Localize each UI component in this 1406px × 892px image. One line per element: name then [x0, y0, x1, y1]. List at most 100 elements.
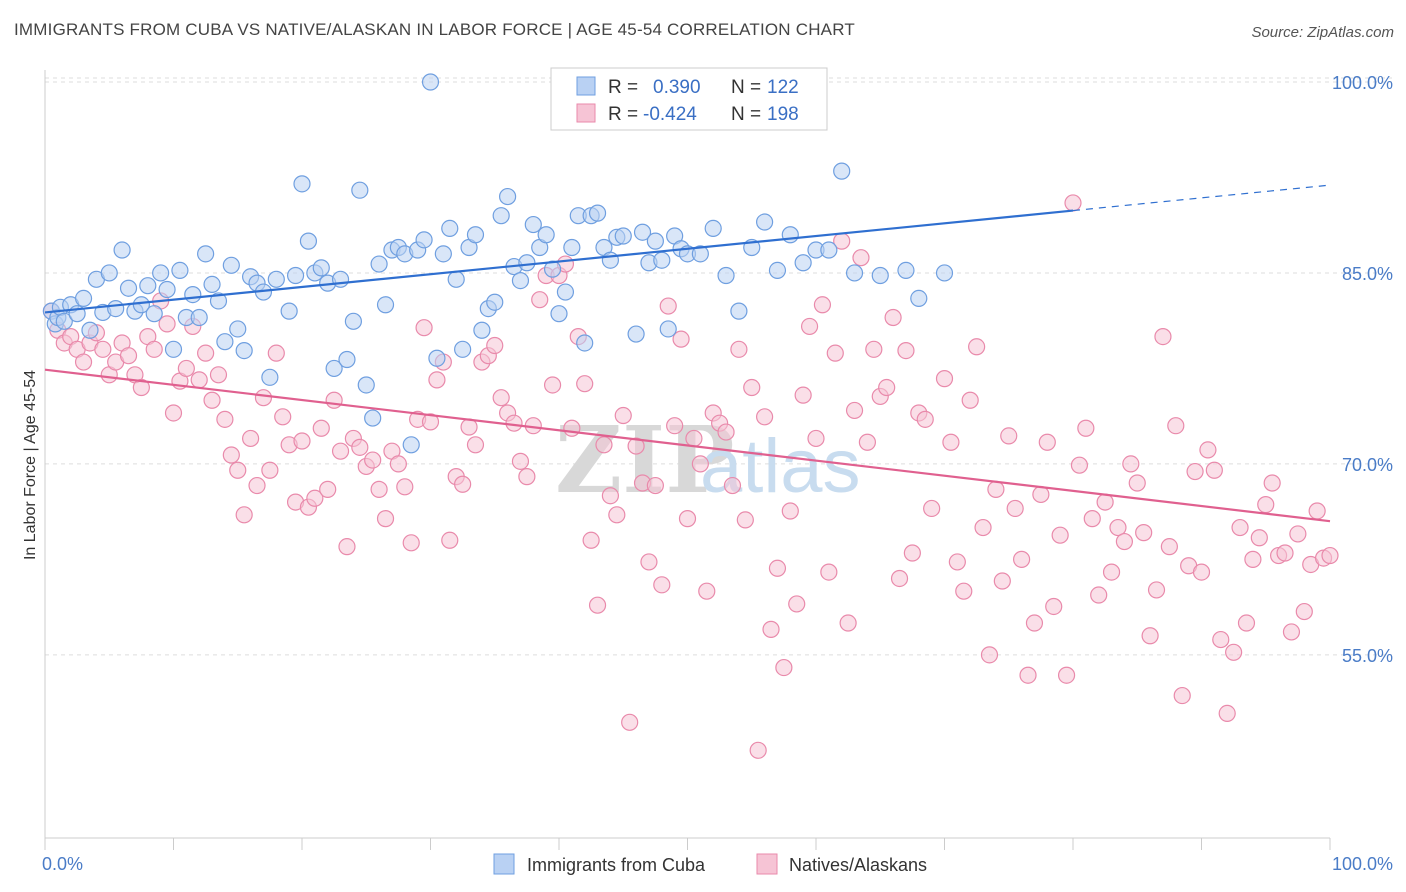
cuba-point-24	[184, 285, 202, 304]
natives-point-158	[1064, 194, 1082, 212]
natives-point-111	[755, 408, 774, 426]
cuba-point-40	[293, 175, 311, 193]
cuba-point-106	[768, 261, 787, 280]
y-tick-label-0: 55.0%	[1342, 646, 1393, 666]
cuba-point-26	[197, 245, 215, 263]
natives-point-126	[852, 249, 870, 267]
natives-point-194	[1295, 602, 1313, 621]
natives-point-150	[1012, 550, 1031, 568]
legend-n-value-1: 122	[767, 77, 799, 98]
natives-point-88	[608, 506, 626, 524]
cuba-trend-line	[44, 209, 1074, 314]
cuba-point-75	[518, 254, 536, 272]
natives-point-148	[1000, 427, 1018, 445]
natives-point-134	[903, 544, 921, 562]
natives-point-108	[736, 511, 754, 529]
legend-box	[550, 67, 828, 131]
natives-point-32	[248, 476, 266, 495]
cuba-point-49	[351, 181, 369, 199]
cuba-point-18	[145, 305, 163, 323]
natives-point-168	[1128, 474, 1146, 492]
natives-point-34	[261, 461, 279, 479]
legend-r-label-1: R =	[608, 77, 638, 98]
natives-point-141	[955, 582, 973, 600]
natives-point-139	[942, 433, 960, 451]
cuba-point-25	[190, 308, 208, 327]
cuba-point-108	[794, 254, 812, 272]
cuba-point-84	[576, 334, 594, 352]
natives-point-198	[1321, 546, 1339, 565]
natives-point-98	[672, 330, 690, 348]
natives-point-181	[1212, 630, 1230, 649]
natives-point-28	[222, 446, 240, 464]
cuba-point-45	[325, 359, 343, 378]
natives-point-193	[1289, 525, 1307, 543]
natives-point-122	[826, 344, 844, 362]
watermark: ZIP atlas	[555, 406, 861, 514]
natives-point-175	[1173, 686, 1191, 705]
bottom-legend-swatch-natives	[756, 853, 778, 875]
y-tick-labels: 55.0% 70.0% 85.0% 100.0%	[1332, 73, 1393, 666]
natives-point-73	[511, 452, 530, 470]
natives-point-192	[1282, 623, 1301, 641]
cuba-point-76	[524, 215, 542, 234]
natives-point-30	[235, 506, 253, 524]
natives-point-147	[993, 572, 1011, 590]
legend-r-label-2: R =	[608, 104, 638, 125]
cuba-point-31	[229, 320, 247, 338]
legend-n-label-2: N =	[731, 104, 761, 125]
cuba-point-22	[171, 261, 189, 280]
cuba-point-21	[164, 340, 183, 358]
natives-point-29	[229, 461, 247, 479]
natives-point-143	[968, 338, 986, 356]
natives-point-164	[1102, 563, 1121, 581]
natives-point-178	[1192, 563, 1211, 581]
natives-point-188	[1257, 496, 1275, 514]
bottom-legend-cuba: Immigrants from Cuba	[527, 855, 706, 875]
natives-point-87	[601, 487, 620, 505]
cuba-point-107	[781, 226, 799, 244]
natives-point-35	[267, 344, 285, 362]
natives-point-66	[466, 436, 485, 454]
natives-point-56	[402, 534, 420, 552]
bottom-legend-swatch-cuba	[493, 853, 515, 875]
cuba-point-115	[910, 289, 928, 308]
natives-point-130	[878, 378, 896, 397]
natives-point-189	[1263, 474, 1281, 492]
cuba-point-51	[364, 409, 382, 427]
natives-point-173	[1160, 538, 1178, 556]
cuba-point-11	[100, 264, 118, 282]
natives-point-163	[1096, 493, 1114, 511]
natives-point-52	[376, 510, 395, 528]
natives-point-161	[1083, 510, 1101, 528]
cuba-point-59	[415, 231, 433, 249]
natives-point-89	[614, 406, 632, 425]
cuba-point-60	[421, 73, 440, 91]
natives-point-97	[666, 417, 684, 435]
natives-point-131	[884, 308, 902, 327]
natives-point-114	[775, 658, 793, 677]
cuba-point-100	[691, 245, 709, 263]
y-tick-label-2: 85.0%	[1342, 264, 1393, 284]
legend-r-value-2: -0.424	[643, 104, 697, 125]
cuba-point-17	[139, 277, 157, 295]
cuba-point-57	[402, 436, 420, 454]
cuba-point-52	[370, 255, 388, 273]
source-label: Source: ZipAtlas.com	[1251, 24, 1394, 41]
natives-point-142	[961, 391, 979, 409]
cuba-point-43	[312, 259, 330, 277]
natives-point-43	[319, 480, 337, 498]
legend-n-label-1: N =	[731, 77, 761, 98]
natives-point-112	[762, 620, 780, 638]
cuba-point-62	[434, 245, 452, 263]
cuba-point-16	[132, 296, 150, 314]
bottom-legend: Immigrants from Cuba Natives/Alaskans	[493, 853, 927, 875]
x-tick-labels: 0.0% 100.0%	[42, 854, 1393, 874]
natives-point-169	[1135, 524, 1153, 542]
natives-point-184	[1231, 518, 1249, 537]
cuba-point-4	[55, 312, 73, 330]
cuba-point-86	[588, 204, 607, 222]
cuba-point-74	[511, 271, 530, 290]
natives-point-48	[351, 438, 369, 456]
